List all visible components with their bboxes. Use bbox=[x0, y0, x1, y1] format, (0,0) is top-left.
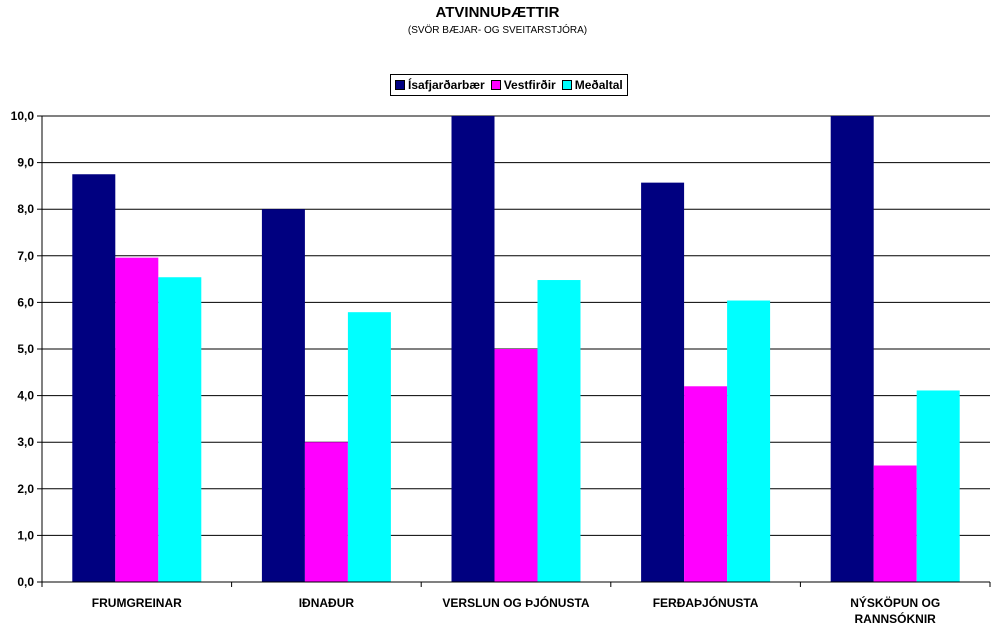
bar bbox=[115, 257, 159, 582]
bar bbox=[304, 442, 348, 582]
x-tick-label: NÝSKÖPUN OG bbox=[850, 595, 940, 610]
y-tick-label: 3,0 bbox=[17, 435, 34, 449]
bar bbox=[830, 116, 874, 582]
chart-subtitle: (SVÖR BÆJAR- OG SVEITARSTJÓRA) bbox=[407, 25, 588, 36]
y-tick-label: 8,0 bbox=[17, 202, 34, 216]
y-tick-label: 0,0 bbox=[17, 575, 34, 589]
legend-label: Meðaltal bbox=[574, 78, 623, 92]
bar bbox=[873, 465, 917, 582]
chart-legend: Ísafjarðarbær Vestfirðir Meðaltal bbox=[390, 74, 628, 96]
y-tick-label: 6,0 bbox=[17, 295, 34, 309]
bar bbox=[684, 386, 728, 582]
bar bbox=[537, 280, 581, 582]
legend-item-medaltal: Meðaltal bbox=[561, 78, 623, 92]
y-tick-label: 2,0 bbox=[17, 482, 34, 496]
x-tick-label: IÐNAÐUR bbox=[299, 596, 355, 610]
y-tick-label: 10,0 bbox=[11, 109, 35, 123]
chart-title: ATVINNUÞÆTTIR bbox=[435, 4, 560, 21]
bar bbox=[916, 390, 960, 582]
bar bbox=[494, 349, 538, 582]
y-tick-label: 1,0 bbox=[17, 528, 34, 542]
bar bbox=[158, 277, 202, 582]
bar bbox=[727, 300, 771, 582]
legend-item-isafjardarbaer: Ísafjarðarbær bbox=[395, 78, 485, 92]
y-tick-label: 4,0 bbox=[17, 389, 34, 403]
y-tick-label: 5,0 bbox=[17, 342, 34, 356]
x-tick-label: VERSLUN OG ÞJÓNUSTA bbox=[442, 595, 589, 610]
bar bbox=[347, 312, 391, 582]
legend-label: Vestfirðir bbox=[503, 78, 556, 92]
y-tick-label: 7,0 bbox=[17, 249, 34, 263]
bar bbox=[261, 209, 305, 582]
y-tick-label: 9,0 bbox=[17, 156, 34, 170]
bar bbox=[641, 182, 685, 582]
x-tick-label: RANNSÓKNIR bbox=[855, 611, 937, 626]
legend-swatch bbox=[395, 80, 405, 90]
bar bbox=[451, 116, 495, 582]
x-tick-label: FERÐAÞJÓNUSTA bbox=[653, 595, 759, 610]
legend-swatch bbox=[490, 80, 501, 90]
bar bbox=[72, 174, 116, 582]
legend-label: Ísafjarðarbær bbox=[408, 78, 485, 92]
x-tick-label: FRUMGREINAR bbox=[92, 596, 182, 610]
legend-swatch bbox=[561, 80, 572, 90]
legend-item-vestfirdir: Vestfirðir bbox=[490, 78, 556, 92]
